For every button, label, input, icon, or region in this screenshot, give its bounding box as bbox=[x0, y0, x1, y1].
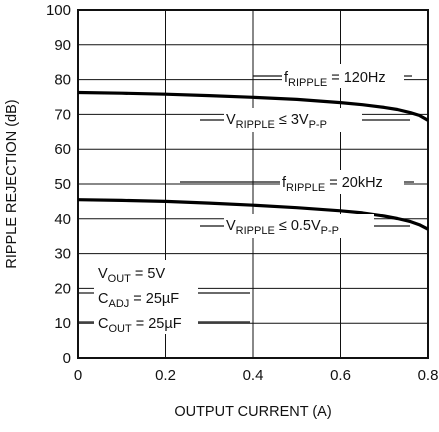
annotation-v3: VRIPPLE ≤ 3VP-P bbox=[226, 112, 327, 131]
y-tick-label: 60 bbox=[54, 141, 71, 158]
x-tick-label: 0.6 bbox=[330, 367, 351, 384]
y-tick-label: 10 bbox=[54, 315, 71, 332]
x-tick-label: 0.8 bbox=[418, 367, 439, 384]
label-backdrop bbox=[282, 64, 404, 88]
annotation-vout: VOUT = 5V bbox=[98, 266, 165, 285]
series-line-0 bbox=[77, 90, 429, 122]
annotation-v05: VRIPPLE ≤ 0.5VP-P bbox=[226, 218, 339, 237]
annotation-cout: COUT = 25µF bbox=[98, 316, 182, 335]
series-line-1 bbox=[77, 198, 429, 231]
x-tick-labels: 0 0.2 0.4 0.6 0.8 bbox=[74, 367, 439, 384]
label-backdrop bbox=[224, 214, 374, 238]
annotation-f20k: fRIPPLE = 20kHz bbox=[282, 175, 383, 194]
y-tick-label: 90 bbox=[54, 37, 71, 54]
y-tick-label: 40 bbox=[54, 211, 71, 228]
x-axis-label: OUTPUT CURRENT (A) bbox=[174, 404, 331, 420]
y-tick-label: 70 bbox=[54, 106, 71, 123]
annotation-f120: fRIPPLE = 120Hz bbox=[284, 70, 386, 89]
y-tick-label: 50 bbox=[54, 176, 71, 193]
y-tick-label: 30 bbox=[54, 246, 71, 263]
x-tick-label: 0.2 bbox=[155, 367, 176, 384]
y-tick-labels: 0 10 20 30 40 50 60 70 80 90 100 bbox=[46, 2, 71, 367]
x-tick-label: 0.4 bbox=[243, 367, 264, 384]
y-axis-label: RIPPLE REJECTION (dB) bbox=[4, 99, 20, 268]
annotation-labels: fRIPPLE = 120Hz VRIPPLE ≤ 3VP-P fRIPPLE … bbox=[94, 64, 404, 335]
y-tick-label: 100 bbox=[46, 2, 71, 19]
annotation-cadj: CADJ = 25µF bbox=[98, 291, 179, 310]
y-tick-label: 20 bbox=[54, 280, 71, 297]
label-backdrop bbox=[224, 108, 362, 132]
x-tick-label: 0 bbox=[74, 367, 82, 384]
label-backdrop bbox=[280, 170, 404, 194]
plot-frame bbox=[77, 9, 429, 359]
label-backdrop bbox=[94, 260, 198, 334]
y-tick-label: 0 bbox=[63, 350, 71, 367]
series-lines bbox=[77, 90, 429, 231]
y-tick-label: 80 bbox=[54, 72, 71, 89]
annotation-leaders bbox=[78, 75, 414, 323]
